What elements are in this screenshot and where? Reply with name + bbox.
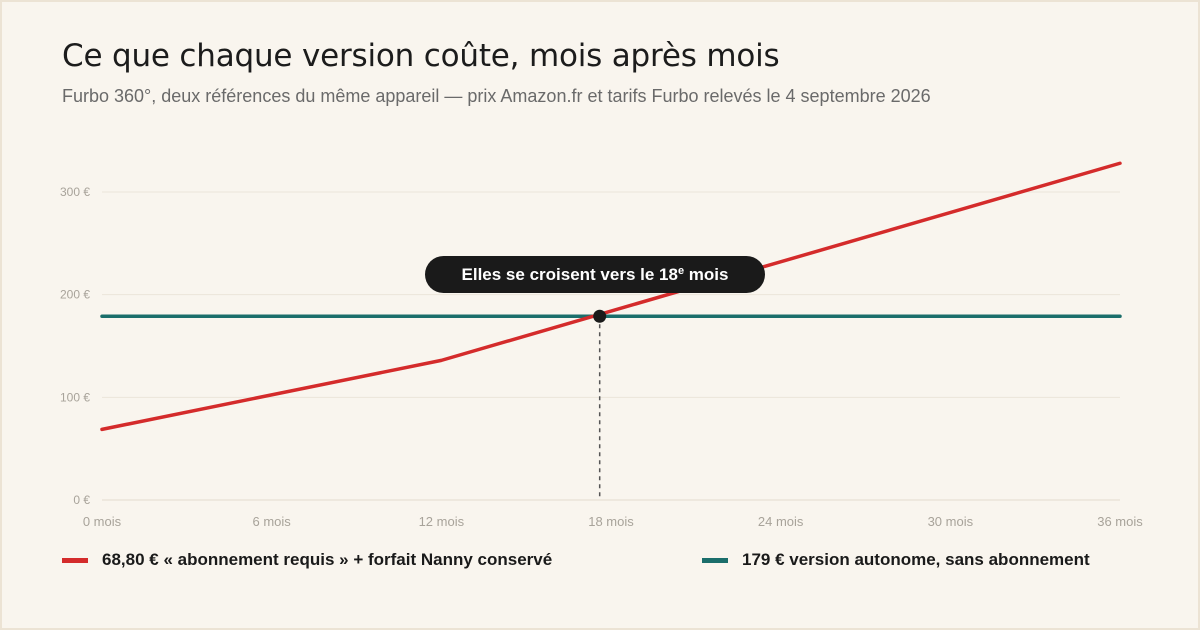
x-tick-label: 24 mois	[758, 514, 804, 529]
crossing-point-marker	[593, 309, 607, 323]
x-tick-label: 30 mois	[928, 514, 974, 529]
x-tick-label: 18 mois	[588, 514, 634, 529]
annotation-text: Elles se croisent vers le 18e mois	[462, 265, 729, 284]
legend-label-standalone: 179 € version autonome, sans abonnement	[742, 550, 1090, 569]
chart-title: Ce que chaque version coûte, mois après …	[62, 38, 780, 74]
x-tick-label: 6 mois	[253, 514, 292, 529]
y-tick-label: 200 €	[60, 288, 90, 302]
x-tick-label: 0 mois	[83, 514, 122, 529]
legend-item-standalone: 179 € version autonome, sans abonnement	[702, 548, 1090, 572]
y-tick-label: 0 €	[73, 493, 90, 507]
series-line-subscription	[100, 161, 1122, 432]
y-tick-label: 300 €	[60, 185, 90, 199]
chart-subtitle: Furbo 360°, deux références du même appa…	[62, 86, 931, 106]
y-tick-label: 100 €	[60, 390, 90, 404]
annotation-badge	[425, 256, 765, 293]
legend-swatch-subscription	[62, 557, 88, 563]
legend-label-subscription: 68,80 € « abonnement requis » + forfait …	[102, 550, 553, 569]
legend-swatch-standalone	[702, 557, 728, 563]
x-tick-label: 12 mois	[419, 514, 465, 529]
legend-item-subscription: 68,80 € « abonnement requis » + forfait …	[62, 548, 552, 572]
x-tick-label: 36 mois	[1097, 514, 1143, 529]
